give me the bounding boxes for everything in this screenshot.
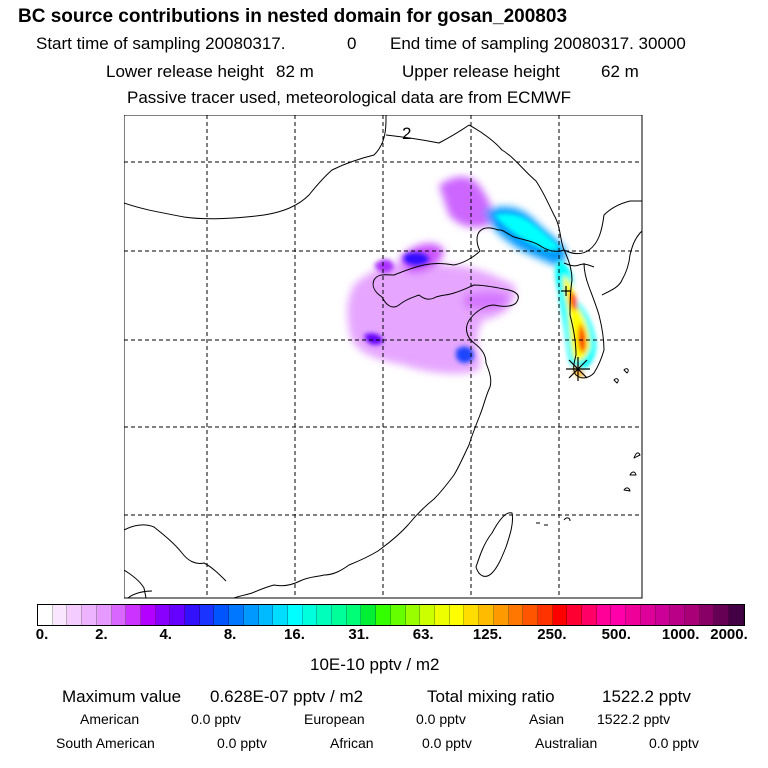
colorbar-segment (346, 605, 362, 625)
lower-height-value: 82 m (276, 62, 314, 81)
colorbar-segment (273, 605, 288, 625)
colorbar-segment (537, 605, 553, 625)
colorbar-segment (258, 605, 274, 625)
colorbar-segment (96, 605, 112, 625)
page-title: BC source contributions in nested domain… (18, 6, 568, 27)
colorbar-segment (317, 605, 333, 625)
colorbar-segment (82, 605, 97, 625)
region-value-australian: 0.0 pptv (649, 735, 699, 751)
colorbar-segment (332, 605, 347, 625)
colorbar-segment (684, 605, 700, 625)
colorbar-tick-label: 250. (537, 626, 567, 643)
colorbar-tick-label: 125. (472, 626, 503, 643)
colorbar-segment (243, 605, 259, 625)
colorbar-segment (38, 605, 53, 625)
colorbar-segment (582, 605, 597, 625)
colorbar-segment (434, 605, 450, 625)
colorbar-segment (405, 605, 421, 625)
colorbar-segment (508, 605, 524, 625)
region-name-asian: Asian (529, 711, 565, 727)
colorbar-segment (670, 605, 685, 625)
coastlines (124, 115, 643, 599)
colorbar-segment (523, 605, 538, 625)
upper-height-value: 62 m (601, 62, 639, 81)
colorbar-segment (126, 605, 141, 625)
station-marker (566, 357, 590, 381)
colorbar-segment (390, 605, 406, 625)
colorbar-tick-label: 0. (35, 626, 49, 643)
colorbar-segment (626, 605, 641, 625)
colorbar-segment (420, 605, 435, 625)
total-mixing-label: Total mixing ratio (427, 687, 555, 706)
colorbar-segment (185, 605, 200, 625)
colorbar-segment (493, 605, 509, 625)
end-time-label: End time of sampling 20080317. 30000 (390, 34, 686, 53)
colorbar-segment (552, 605, 568, 625)
colorbar-segment (214, 605, 230, 625)
colorbar-tick-label: 2000. (710, 626, 748, 643)
colorbar-tick-label: 16. (284, 626, 305, 643)
colorbar (37, 604, 745, 626)
colorbar-segment (611, 605, 627, 625)
lower-height-label: Lower release height (106, 62, 264, 81)
max-value: 0.628E-07 pptv / m2 (210, 687, 364, 706)
max-value-label: Maximum value (62, 687, 182, 706)
colorbar-segment (361, 605, 377, 625)
start-time-label: Start time of sampling 20080317. (36, 34, 286, 53)
region-value-european: 0.0 pptv (416, 711, 466, 727)
colorbar-segment (567, 605, 583, 625)
lat-lon-grid (124, 115, 642, 598)
colorbar-segment (729, 605, 744, 625)
colorbar-tick-label: 2. (95, 626, 108, 643)
colorbar-tick-label: 1000. (661, 626, 700, 643)
colorbar-tick-label: 63. (412, 626, 434, 643)
region-value-american: 0.0 pptv (191, 711, 241, 727)
colorbar-segment (376, 605, 391, 625)
colorbar-segment (229, 605, 244, 625)
grid-label: 2 (402, 124, 411, 143)
colorbar-segment (640, 605, 656, 625)
total-mixing-value: 1522.2 pptv (602, 687, 691, 706)
colorbar-segment (52, 605, 68, 625)
region-value-african: 0.0 pptv (422, 735, 472, 751)
colorbar-unit: 10E-10 pptv / m2 (310, 655, 440, 674)
colorbar-segment (155, 605, 171, 625)
colorbar-segment (655, 605, 671, 625)
region-name-african: African (330, 735, 374, 751)
colorbar-segment (699, 605, 715, 625)
map-panel: 2 (124, 115, 643, 599)
colorbar-segment (596, 605, 612, 625)
colorbar-tick-label: 500. (601, 626, 631, 643)
tracer-note: Passive tracer used, meteorological data… (127, 88, 572, 107)
colorbar-tick-label: 31. (348, 626, 370, 643)
colorbar-segment (302, 605, 318, 625)
region-name-australian: Australian (535, 735, 598, 751)
colorbar-segment (111, 605, 127, 625)
region-value-south-american: 0.0 pptv (217, 735, 267, 751)
colorbar-segment (714, 605, 730, 625)
region-name-south-american: South American (56, 735, 155, 751)
colorbar-tick-label: 4. (159, 626, 172, 643)
colorbar-segment (199, 605, 215, 625)
colorbar-segment (479, 605, 494, 625)
region-name-american: American (80, 711, 140, 727)
upper-height-label: Upper release height (402, 62, 560, 81)
region-name-european: European (304, 711, 365, 727)
colorbar-segment (140, 605, 156, 625)
region-value-asian: 1522.2 pptv (597, 711, 671, 727)
colorbar-segment (449, 605, 465, 625)
colorbar-segment (170, 605, 186, 625)
colorbar-tick-label: 8. (223, 626, 237, 643)
release-marker (561, 286, 571, 296)
colorbar-segment (464, 605, 480, 625)
colorbar-segment (67, 605, 83, 625)
colorbar-segment (287, 605, 303, 625)
start-time-value: 0 (347, 34, 357, 53)
